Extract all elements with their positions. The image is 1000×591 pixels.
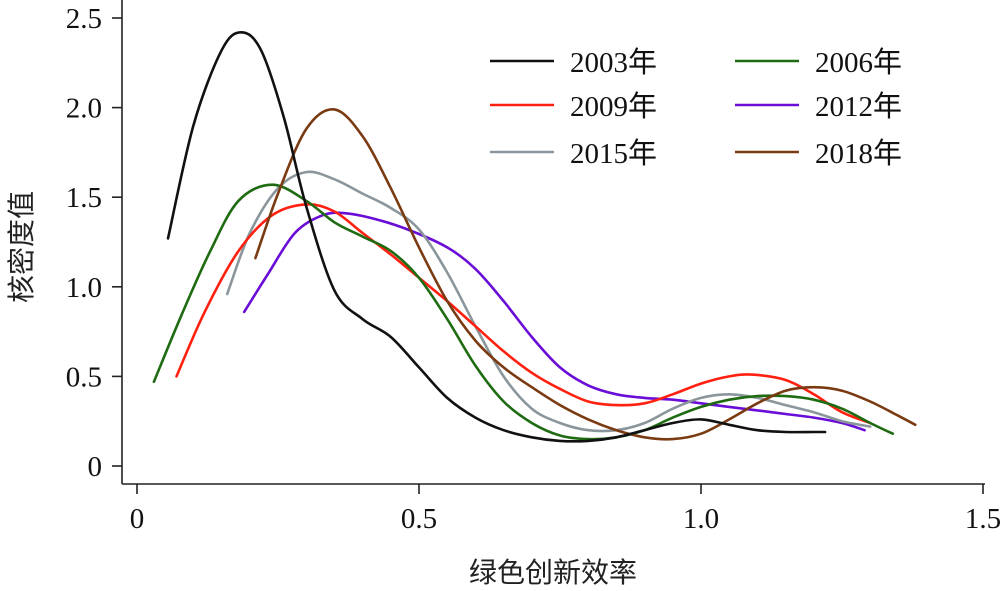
- series-line-2006年: [152, 183, 895, 441]
- series-line-2003年: [166, 30, 827, 443]
- y-tick-label: 2.5: [66, 3, 102, 35]
- x-tick-label: 0: [130, 503, 145, 535]
- legend-label: 2012年: [815, 90, 902, 123]
- legend: 2003年 2006年 2009年 2012年 2015年 2018年: [490, 46, 902, 170]
- y-tick-label: 0.5: [66, 361, 102, 393]
- series-lines: [152, 30, 917, 443]
- x-tick-label: 0.5: [401, 503, 437, 535]
- legend-label: 2018年: [815, 137, 902, 170]
- x-tick-label: 1.0: [683, 503, 719, 535]
- x-axis-title: 绿色创新效率: [469, 556, 637, 589]
- y-tick-label: 2.0: [66, 93, 102, 125]
- y-tick-label: 1.0: [66, 272, 102, 304]
- tick-group: 0 0.5 1.0 1.5 0 0.5 1.0 1.5 2.0 2.5: [66, 3, 1000, 535]
- legend-label: 2006年: [815, 46, 902, 79]
- series-line-2009年: [175, 203, 872, 425]
- legend-label: 2015年: [570, 137, 657, 170]
- axes: [121, 0, 985, 485]
- x-tick-label: 1.5: [965, 503, 1000, 535]
- legend-label: 2009年: [570, 90, 657, 123]
- y-axis-title: 核密度值: [5, 191, 38, 303]
- legend-label: 2003年: [570, 46, 657, 79]
- y-tick-label: 0: [88, 451, 103, 483]
- series-line-2015年: [225, 170, 872, 433]
- y-tick-label: 1.5: [66, 182, 102, 214]
- series-line-2018年: [254, 108, 917, 441]
